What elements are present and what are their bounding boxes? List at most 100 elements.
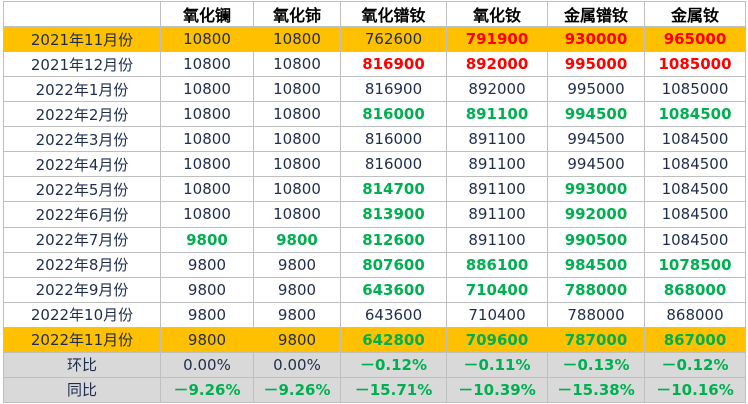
price-cell: 9800	[160, 251, 254, 278]
column-header: 氧化钕	[446, 1, 548, 27]
row-label: 2022年9月份	[3, 276, 161, 303]
price-cell: 1085000	[644, 76, 746, 103]
price-cell: 787000	[547, 326, 645, 353]
price-cell: 994500	[547, 151, 645, 178]
price-cell: 9800	[253, 226, 341, 253]
column-header: 金属镨钕	[547, 1, 645, 27]
price-cell: 10800	[253, 76, 341, 103]
price-cell: 984500	[547, 251, 645, 278]
price-cell: 1078500	[644, 251, 746, 278]
price-cell: 992000	[547, 201, 645, 228]
price-cell: 867000	[644, 326, 746, 353]
price-cell: 816000	[340, 151, 447, 178]
table-row: 2022年5月份 10800 10800 814700 891100 993000 1084…	[3, 176, 746, 203]
price-cell: 10800	[160, 126, 254, 153]
price-cell: 9800	[160, 326, 254, 353]
price-cell: 709600	[446, 326, 548, 353]
price-cell: 816900	[340, 76, 447, 103]
price-cell: 816000	[340, 101, 447, 128]
price-cell: 812600	[340, 226, 447, 253]
price-cell: 891100	[446, 126, 548, 153]
price-cell: 9800	[160, 301, 254, 328]
row-label: 2022年10月份	[3, 301, 161, 328]
price-cell: －0.13%	[547, 351, 645, 378]
price-cell: 10800	[160, 76, 254, 103]
price-cell: 807600	[340, 251, 447, 278]
price-cell: －10.16%	[644, 376, 746, 404]
row-label: 2021年12月份	[3, 51, 161, 78]
price-cell: 762600	[340, 25, 447, 53]
price-cell: 965000	[644, 25, 746, 53]
price-cell: 10800	[160, 176, 254, 203]
table-row: 2021年11月份 10800 10800 762600 791900 930000 965…	[3, 25, 746, 53]
column-header: 金属钕	[644, 1, 746, 27]
price-cell: 10800	[253, 201, 341, 228]
price-cell: 9800	[253, 326, 341, 353]
column-header: 氧化镨钕	[340, 1, 447, 27]
price-cell: 10800	[160, 25, 254, 53]
header-row: 氧化镧 氧化铈 氧化镨钕 氧化钕 金属镨钕 金属钕	[3, 1, 746, 27]
price-cell: 990500	[547, 226, 645, 253]
row-label: 2022年11月份	[3, 326, 161, 353]
price-cell: 1084500	[644, 176, 746, 203]
price-cell: 10800	[253, 126, 341, 153]
price-cell: －0.11%	[446, 351, 548, 378]
price-cell: 9800	[160, 276, 254, 303]
price-cell: 868000	[644, 301, 746, 328]
price-cell: 9800	[253, 276, 341, 303]
price-cell: 993000	[547, 176, 645, 203]
price-cell: 710400	[446, 301, 548, 328]
price-cell: 9800	[160, 226, 254, 253]
row-label: 同比	[3, 376, 161, 404]
price-cell: 643600	[340, 276, 447, 303]
price-cell: 994500	[547, 126, 645, 153]
column-header: 氧化镧	[160, 1, 254, 27]
price-cell: 1084500	[644, 201, 746, 228]
price-cell: 642800	[340, 326, 447, 353]
price-cell: 892000	[446, 51, 548, 78]
price-cell: 788000	[547, 301, 645, 328]
price-cell: 788000	[547, 276, 645, 303]
table-row: 2022年11月份 9800 9800 642800 709600 787000 86700…	[3, 326, 746, 353]
price-cell: 9800	[253, 301, 341, 328]
price-cell: 892000	[446, 76, 548, 103]
price-cell: －15.38%	[547, 376, 645, 404]
row-label: 2022年2月份	[3, 101, 161, 128]
price-cell: 891100	[446, 151, 548, 178]
price-cell: 891100	[446, 101, 548, 128]
price-cell: 1085000	[644, 51, 746, 78]
price-cell: 791900	[446, 25, 548, 53]
price-cell: －9.26%	[160, 376, 254, 404]
row-label: 2022年4月份	[3, 151, 161, 178]
price-cell: 10800	[253, 101, 341, 128]
price-cell: 1084500	[644, 101, 746, 128]
price-cell: 10800	[253, 51, 341, 78]
price-cell: 1084500	[644, 151, 746, 178]
price-cell: －10.39%	[446, 376, 548, 404]
price-cell: 816900	[340, 51, 447, 78]
row-label: 2022年1月份	[3, 76, 161, 103]
row-label: 2022年8月份	[3, 251, 161, 278]
row-label: 2022年6月份	[3, 201, 161, 228]
price-cell: 886100	[446, 251, 548, 278]
table-row: 2022年1月份 10800 10800 816900 892000 995000 1085…	[3, 76, 746, 103]
price-cell: 891100	[446, 226, 548, 253]
price-cell: 995000	[547, 51, 645, 78]
price-cell: 891100	[446, 176, 548, 203]
price-cell: 994500	[547, 101, 645, 128]
price-cell: 10800	[160, 101, 254, 128]
price-cell: 1084500	[644, 126, 746, 153]
table-row: 2022年2月份 10800 10800 816000 891100 994500 1084…	[3, 101, 746, 128]
price-cell: 814700	[340, 176, 447, 203]
corner-cell	[3, 1, 161, 27]
table-row: 2022年9月份 9800 9800 643600 710400 788000 868000	[3, 276, 746, 303]
price-cell: 0.00%	[160, 351, 254, 378]
price-cell: 9800	[253, 251, 341, 278]
table-row: 2022年8月份 9800 9800 807600 886100 984500 107850…	[3, 251, 746, 278]
price-cell: －0.12%	[644, 351, 746, 378]
price-cell: 813900	[340, 201, 447, 228]
price-cell: 643600	[340, 301, 447, 328]
price-cell: 1084500	[644, 226, 746, 253]
price-cell: 10800	[160, 201, 254, 228]
